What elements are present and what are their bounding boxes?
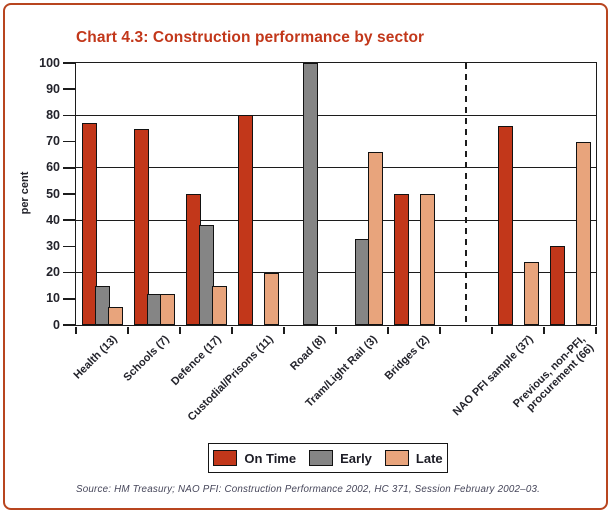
y-tick-label: 80	[46, 107, 60, 122]
legend-item-on-time: On Time	[213, 450, 296, 466]
x-category-label: Previous, non-PFI, procurement (66)	[511, 333, 596, 414]
y-axis-tick	[62, 271, 75, 274]
legend-swatch-on-time	[213, 450, 238, 466]
y-tick-label: 70	[46, 134, 60, 149]
gridline	[76, 167, 596, 169]
legend-label: Early	[340, 450, 372, 466]
gridline	[76, 114, 596, 117]
gridline	[76, 271, 596, 274]
x-category-label: Schools (7)	[121, 333, 172, 384]
x-axis-tick	[127, 326, 129, 334]
x-axis-tick	[439, 326, 441, 334]
y-tick-label: 0	[53, 317, 60, 332]
bar	[199, 225, 214, 325]
legend-item-late: Late	[384, 450, 443, 466]
bar	[160, 293, 175, 325]
y-axis-tick	[62, 140, 75, 143]
x-axis-tick	[179, 326, 181, 334]
bar	[95, 285, 110, 325]
x-axis-tick	[491, 326, 493, 334]
chart-title: Chart 4.3: Construction performance by s…	[76, 29, 425, 46]
y-tick-label: 20	[46, 265, 60, 280]
chart-figure: Chart 4.3: Construction performance by s…	[3, 3, 608, 510]
y-axis-tick	[62, 167, 75, 169]
pfi-separator-dashed-line	[465, 63, 467, 325]
y-axis-tick	[62, 298, 75, 300]
bar	[212, 285, 227, 325]
x-axis-tick	[387, 326, 389, 334]
bar	[550, 246, 565, 325]
bar	[108, 306, 123, 325]
source-note: Source: HM Treasury; NAO PFI: Constructi…	[76, 484, 541, 495]
legend-swatch-early	[309, 450, 334, 466]
y-tick-label: 90	[46, 81, 60, 96]
bar	[368, 152, 383, 325]
y-tick-label: 60	[46, 160, 60, 175]
legend-label: Late	[415, 450, 443, 466]
x-axis-tick	[75, 326, 77, 334]
y-axis-tick	[62, 114, 75, 117]
bar	[524, 262, 539, 325]
x-category-label: Health (13)	[71, 333, 120, 382]
y-axis-tick	[62, 245, 75, 248]
bar	[394, 194, 409, 325]
x-axis-tick	[595, 326, 597, 334]
bar	[238, 115, 253, 325]
bar	[420, 194, 435, 325]
y-axis-tick	[62, 219, 75, 221]
bar	[576, 141, 591, 325]
bar	[264, 272, 279, 325]
bar	[303, 63, 318, 325]
legend: On Time Early Late	[208, 443, 448, 473]
x-axis-tick	[543, 326, 545, 334]
y-tick-label: 50	[46, 186, 60, 201]
y-axis-tick	[62, 193, 75, 195]
gridline	[76, 219, 596, 221]
y-axis-tick	[62, 324, 75, 326]
legend-label: On Time	[244, 450, 297, 466]
y-tick-label: 40	[46, 212, 60, 227]
y-tick-label: 10	[46, 291, 60, 306]
x-axis-tick	[335, 326, 337, 334]
y-tick-label: 30	[46, 238, 60, 253]
plot-area: 0 10 20 30 40 50 60 70 80 90 100	[39, 56, 597, 334]
legend-swatch-late	[384, 450, 409, 466]
legend-item-early: Early	[309, 450, 372, 466]
bar	[82, 123, 97, 325]
x-category-label: Defence (17)	[169, 333, 224, 389]
bar	[134, 128, 149, 325]
y-axis-tick	[62, 62, 75, 64]
y-tick-label: 100	[39, 55, 60, 70]
bar	[498, 125, 513, 325]
x-axis-tick	[283, 326, 285, 334]
x-axis-tick	[231, 326, 233, 334]
y-axis-tick	[62, 88, 75, 90]
